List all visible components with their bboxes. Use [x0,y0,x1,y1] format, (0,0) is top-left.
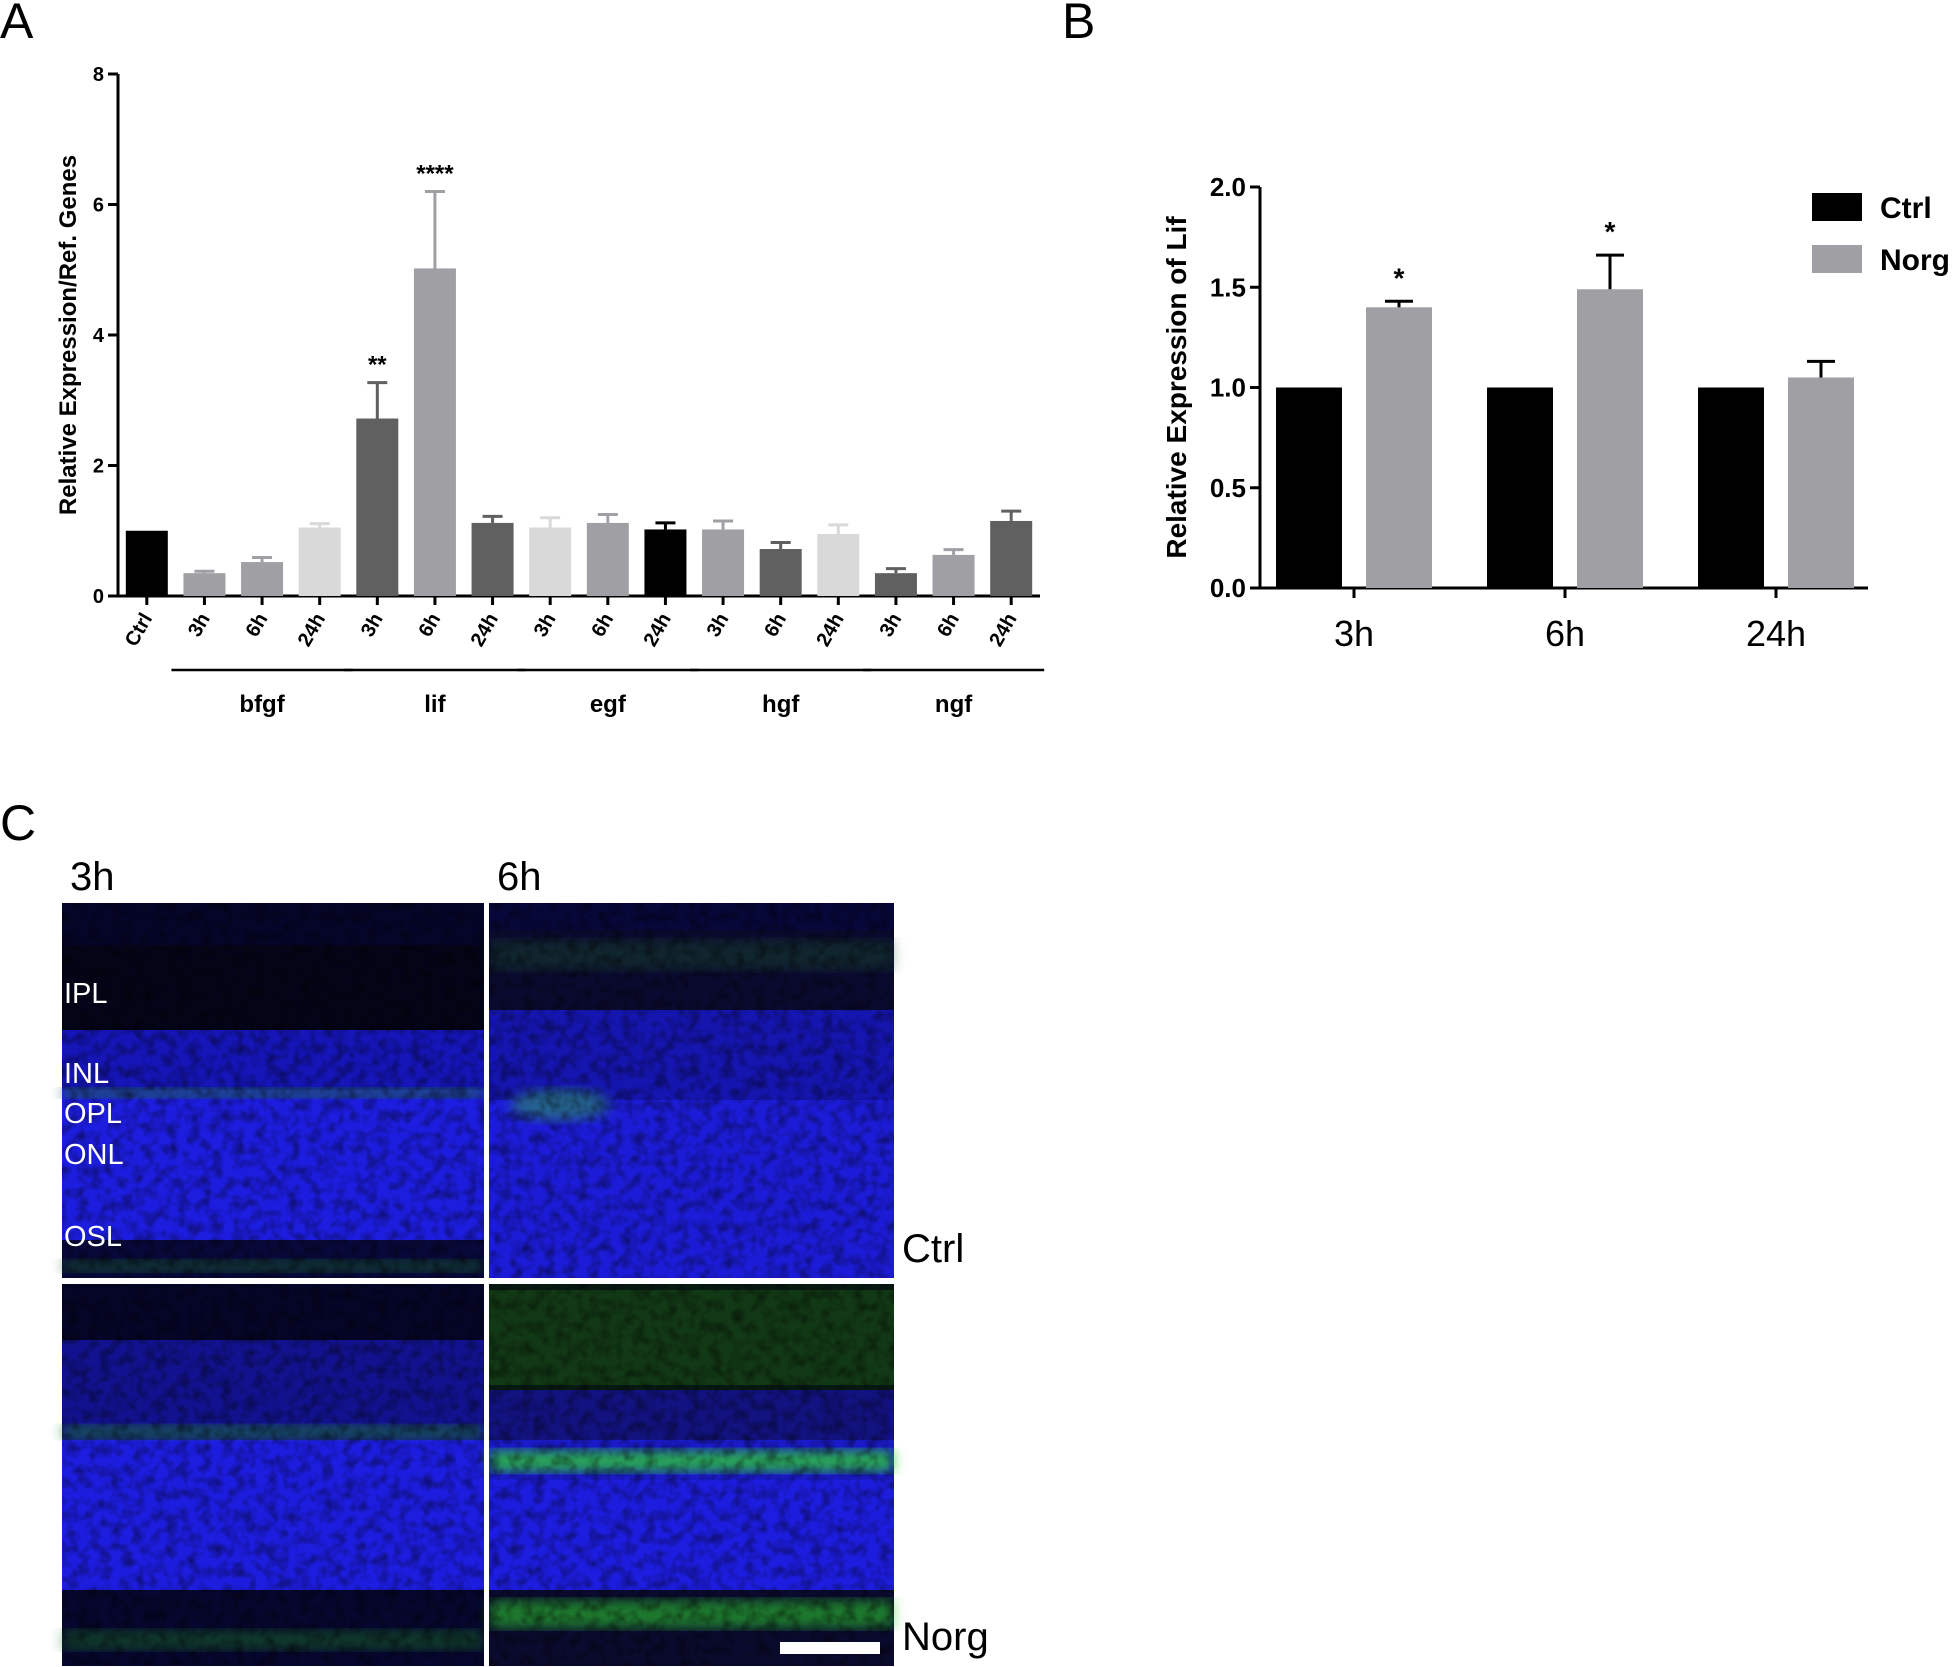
micrograph-tile-norg-6h [489,1284,894,1666]
significance-mark: * [1605,216,1616,247]
bar [990,520,1033,596]
bar [1487,387,1553,588]
y-tick-label: 6 [93,195,104,217]
row-label-norg: Norg [902,1615,989,1659]
micrograph-tile-ctrl-3h [62,903,484,1278]
bar [1366,307,1432,588]
legend-label: Ctrl [1880,192,1932,225]
bar [471,522,514,596]
tile-divider-vertical [484,903,489,1666]
x-tick-label: 24h [985,610,1021,651]
significance-mark: **** [416,160,454,187]
layer-label-osl: OSL [64,1221,122,1253]
x-tick-label: 24h [812,610,848,651]
significance-mark: ** [368,352,387,379]
y-tick-label: 8 [93,64,104,86]
y-tick-label: 1.5 [1210,272,1246,302]
layer-label-inl: INL [64,1058,109,1090]
y-tick-label: 2 [93,456,104,478]
y-tick-label: 1.0 [1210,373,1246,403]
bar [874,573,917,596]
y-tick-label: 2.0 [1210,172,1246,202]
bar [644,529,687,596]
x-tick-label: 3h [530,610,561,641]
bar [817,534,860,596]
x-tick-label: 6h [1545,613,1585,654]
y-axis-label: Relative Expression/Ref. Genes [55,155,82,515]
bar [241,562,284,596]
x-tick-label: 3h [703,610,734,641]
panel-label-b: B [1062,0,1095,49]
x-tick-label: 24h [639,610,675,651]
x-tick-label: 24h [294,610,330,651]
bar [1276,387,1342,588]
panel-label-c: C [0,795,36,851]
layer-label-onl: ONL [64,1139,124,1171]
bar [125,530,168,596]
bar [413,268,456,596]
group-label: hgf [762,691,800,718]
layer-label-ipl: IPL [64,978,108,1010]
bar [586,522,629,596]
bar [1577,289,1643,588]
group-label: ngf [935,691,973,718]
bar [1698,387,1764,588]
panel-label-a: A [0,0,34,49]
scale-bar [780,1642,880,1654]
significance-mark: * [1394,262,1405,293]
bar [759,549,802,596]
legend-swatch [1812,245,1862,273]
group-label: lif [424,691,446,718]
group-label: egf [590,691,627,718]
y-axis-label: Relative Expression of Lif [1161,216,1192,559]
x-tick-label: 6h [760,610,791,641]
x-tick-label: 6h [933,610,964,641]
x-tick-label: 6h [242,610,273,641]
y-tick-label: 4 [93,325,105,347]
bar [298,527,341,596]
x-tick-label: 24h [467,610,503,651]
x-tick-label: Ctrl [121,610,157,651]
layer-label-opl: OPL [64,1098,122,1130]
micrograph-tile-ctrl-6h [489,903,894,1278]
time-label-6h: 6h [497,855,542,899]
time-label-3h: 3h [70,855,115,899]
y-tick-label: 0 [93,586,104,608]
bar [932,554,975,596]
x-tick-label: 3h [184,610,215,641]
bar [529,527,572,596]
group-label: bfgf [239,691,285,718]
bar [1788,377,1854,588]
x-tick-label: 6h [415,610,446,641]
bar [183,573,226,596]
x-tick-label: 3h [1334,613,1374,654]
legend-label: Norg [1880,244,1950,277]
y-tick-label: 0.5 [1210,473,1246,503]
y-tick-label: 0.0 [1210,573,1246,603]
x-tick-label: 6h [587,610,618,641]
x-tick-label: 3h [876,610,907,641]
row-label-ctrl: Ctrl [902,1227,964,1271]
bar [356,418,399,596]
x-tick-label: 24h [1746,613,1806,654]
tile-divider-horizontal [62,1278,894,1284]
legend-swatch [1812,193,1862,221]
chart-a: 0 2 4 6 8 Relative Expression/Ref. Genes Ctrl 3… [55,64,1045,718]
micrograph-tile-norg-3h [62,1284,484,1666]
micrograph-grid [62,903,894,1666]
bar [702,529,745,596]
chart-b: 0.0 0.5 1.0 1.5 2.0 Relative Expression of Li… [1161,172,1950,654]
x-tick-label: 3h [357,610,388,641]
